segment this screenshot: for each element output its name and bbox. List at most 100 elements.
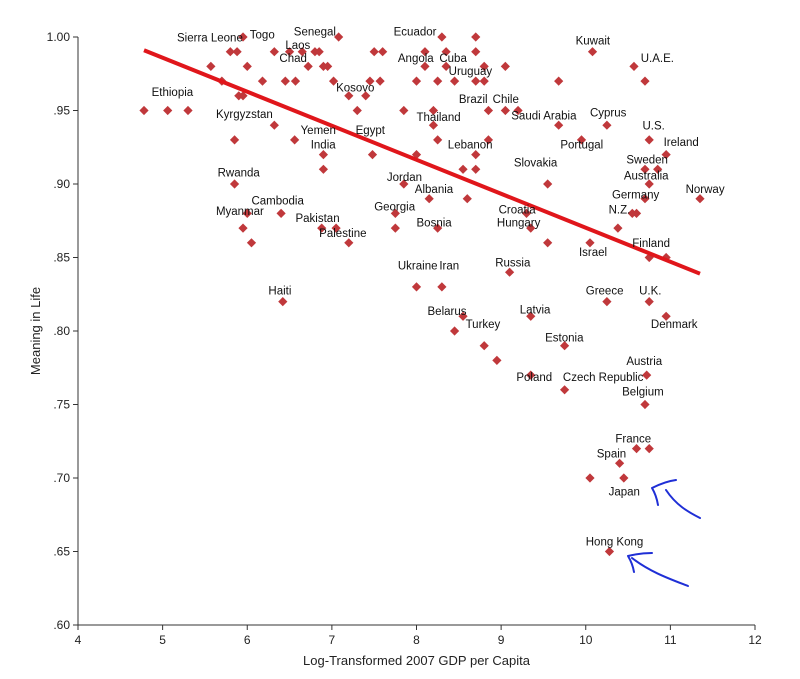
data-point — [284, 47, 295, 57]
point-label: Angola — [398, 53, 434, 65]
x-tick-label: 4 — [75, 633, 82, 647]
data-point — [441, 61, 451, 71]
axes: 4 5 6 7 8 9 10 11 12 .60 .65 .70 .75 .80 .85 .90 .95 1.0… — [47, 30, 762, 647]
data-point — [471, 164, 481, 174]
point-label: Georgia — [374, 201, 416, 213]
point-label: Belarus — [428, 306, 467, 318]
data-point — [458, 164, 468, 174]
point-label: Lebanon — [448, 140, 493, 152]
y-tick-label: .75 — [53, 398, 70, 412]
point-label: Sweden — [626, 154, 668, 166]
point-label: Myanmar — [216, 206, 264, 218]
data-point — [163, 105, 173, 116]
data-point — [653, 164, 663, 174]
data-point — [554, 76, 564, 86]
data-point — [276, 208, 286, 218]
data-point — [424, 194, 434, 204]
data-point — [428, 120, 439, 130]
point-label: Russia — [495, 257, 531, 269]
point-label: Togo — [250, 29, 275, 41]
x-tick-label: 5 — [159, 633, 166, 647]
data-point — [280, 76, 290, 86]
point-labels: Sierra Leone Togo Senegal Ecuador Kuwait Laos… — [152, 27, 725, 549]
x-axis-title: Log-Transformed 2007 GDP per Capita — [303, 653, 531, 668]
data-point — [479, 76, 489, 86]
arrow-annotation-hong-kong — [627, 552, 689, 587]
data-point — [587, 47, 598, 57]
data-point — [559, 385, 570, 395]
y-tick-label: .70 — [53, 471, 70, 485]
data-point — [585, 473, 595, 483]
x-tick-label: 9 — [498, 633, 505, 647]
point-label: Israel — [579, 247, 607, 259]
data-point — [399, 179, 409, 189]
data-point — [344, 238, 354, 248]
point-label: India — [311, 140, 337, 152]
data-point — [433, 76, 443, 86]
data-point — [471, 47, 481, 57]
data-point — [449, 326, 460, 336]
point-label: Haiti — [268, 285, 291, 297]
data-point — [242, 208, 252, 218]
data-point — [229, 179, 240, 189]
data-point — [640, 76, 650, 86]
data-point — [458, 311, 468, 321]
data-point — [526, 223, 536, 233]
data-point — [232, 47, 242, 57]
y-axis-title: Meaning in Life — [28, 287, 43, 375]
point-label: Hungary — [497, 218, 541, 230]
point-label: Germany — [612, 190, 660, 202]
y-tick-label: .60 — [53, 618, 70, 632]
point-label: Kosovo — [336, 82, 374, 94]
data-point — [344, 91, 354, 101]
data-point — [462, 194, 472, 204]
data-point — [399, 105, 409, 116]
y-tick-label: .80 — [53, 324, 70, 338]
data-point — [471, 150, 481, 160]
point-label: Pakistan — [295, 213, 339, 225]
x-tick-label: 6 — [244, 633, 251, 647]
data-point — [390, 208, 400, 218]
data-point — [500, 61, 510, 71]
data-point — [246, 238, 257, 248]
data-point — [229, 135, 240, 145]
data-point — [323, 61, 333, 71]
data-point — [433, 135, 443, 145]
data-point — [504, 267, 515, 277]
point-label: Australia — [624, 171, 669, 183]
point-label: Senegal — [294, 27, 336, 39]
data-point — [631, 208, 642, 218]
point-label: Norway — [686, 184, 725, 196]
data-point — [238, 91, 248, 101]
data-point — [441, 47, 451, 57]
data-point — [644, 179, 654, 189]
point-label: U.S. — [642, 121, 664, 133]
data-point — [483, 105, 494, 116]
point-label: Austria — [626, 356, 662, 368]
point-label: N.Z. — [609, 204, 631, 216]
point-label: Denmark — [651, 319, 698, 331]
data-point — [585, 238, 595, 248]
y-axis-ticks: .60 .65 .70 .75 .80 .85 .90 .95 1.00 — [47, 30, 78, 632]
data-point — [644, 444, 654, 454]
data-point — [526, 311, 536, 321]
data-point — [318, 164, 329, 174]
data-point — [479, 61, 489, 71]
point-label: Saudi Arabia — [511, 110, 577, 122]
point-label: France — [615, 434, 651, 446]
point-label: Brazil — [459, 94, 488, 106]
data-point — [352, 105, 362, 116]
data-point — [521, 208, 532, 218]
data-point — [559, 341, 570, 351]
point-label: Jordan — [387, 172, 422, 184]
data-point — [328, 76, 339, 86]
point-label: Ireland — [664, 137, 699, 149]
data-point — [644, 135, 654, 145]
point-label: Cambodia — [251, 196, 304, 208]
point-label: Slovakia — [514, 157, 558, 169]
data-point — [334, 32, 344, 42]
data-point — [644, 297, 654, 307]
data-point — [640, 399, 650, 410]
data-point — [437, 32, 447, 42]
